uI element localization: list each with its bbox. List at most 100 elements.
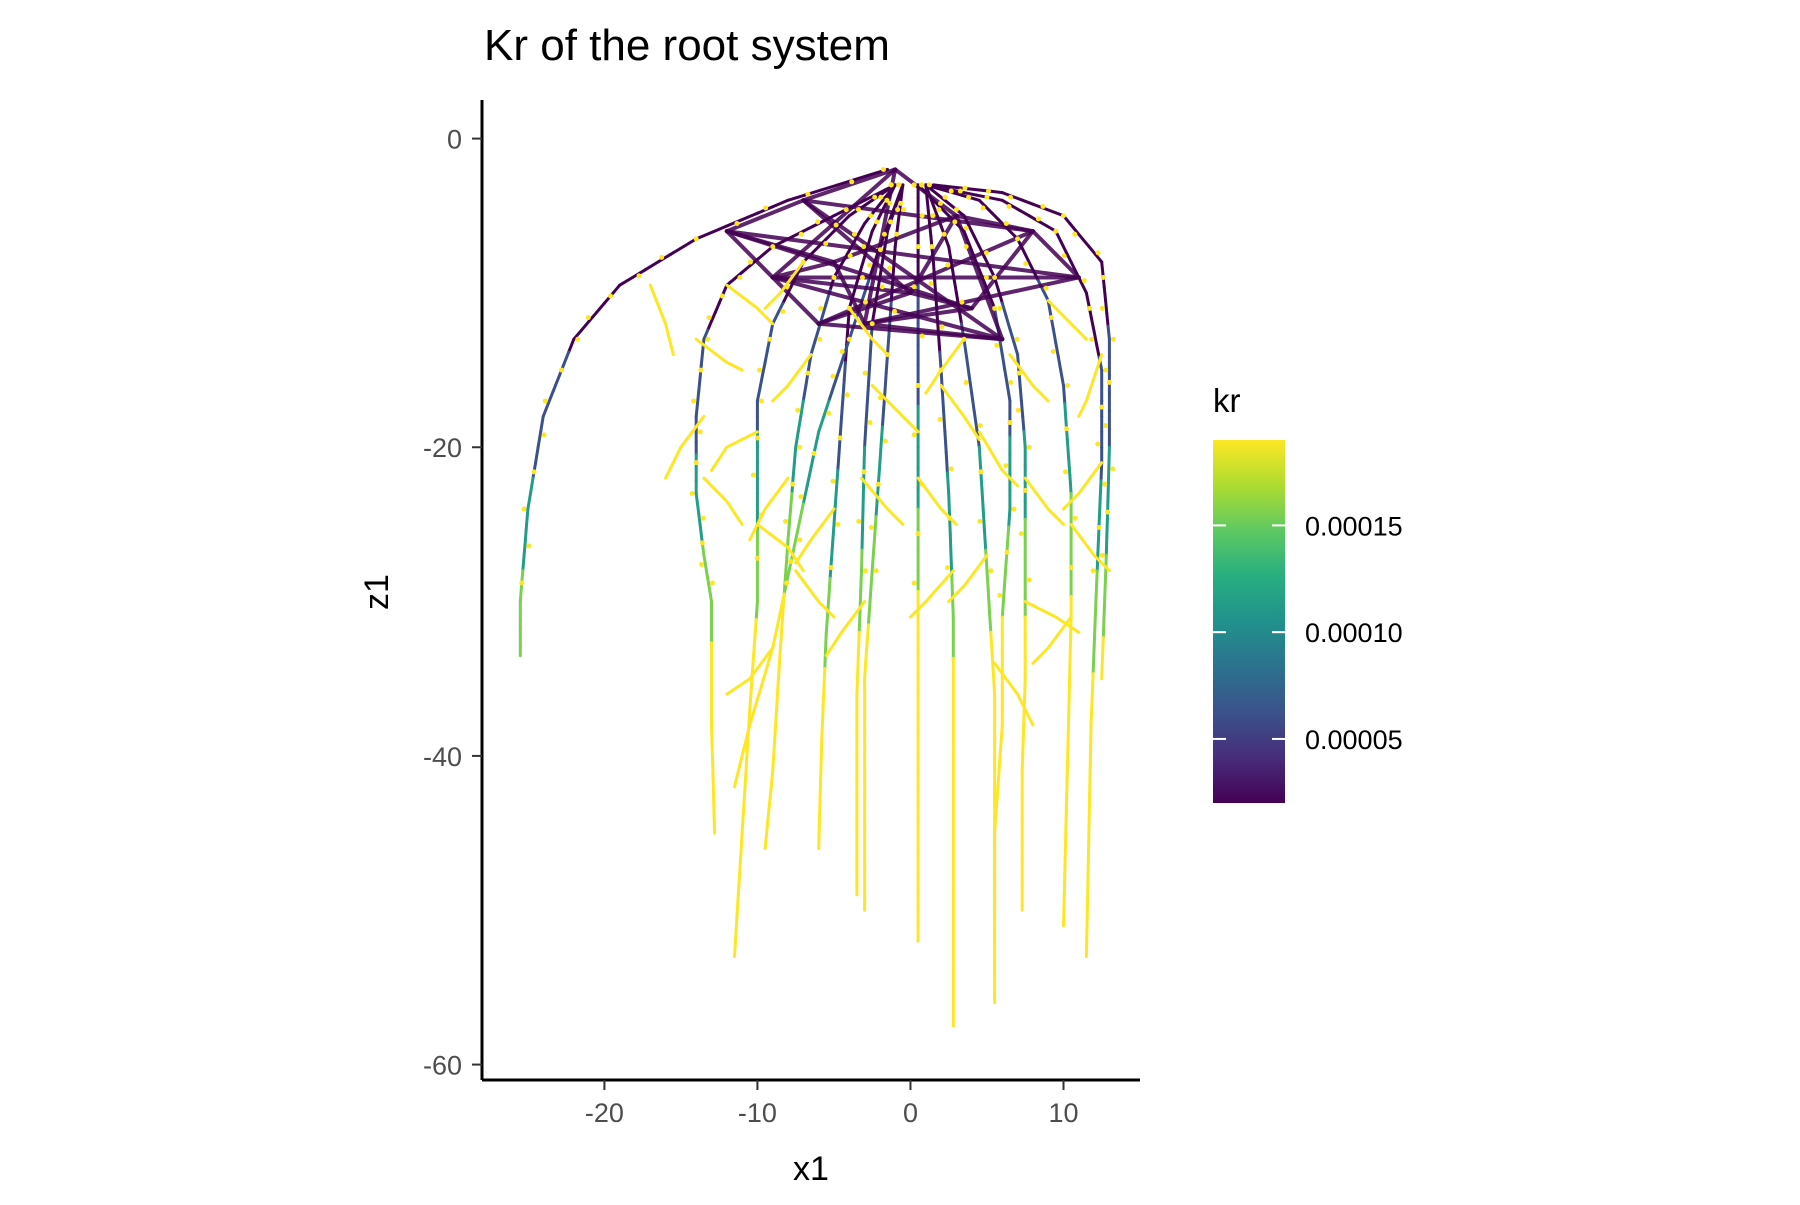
root-segment [1104, 596, 1105, 617]
lateral-dot [575, 337, 580, 342]
lateral-dot [797, 445, 802, 450]
lateral-dot [947, 516, 952, 521]
root-segment [760, 375, 763, 388]
root-segment [823, 303, 827, 316]
x-tick-label: 0 [903, 1098, 918, 1128]
root-segment [763, 362, 766, 375]
legend-tick-label: 0.00010 [1305, 618, 1403, 648]
lateral-dot [878, 247, 883, 252]
lateral-dot [887, 266, 892, 271]
root-segment [1081, 283, 1086, 293]
lateral-dot [896, 182, 901, 187]
lateral-dot [885, 352, 890, 357]
lateral-dot [698, 429, 703, 434]
root-segment [740, 854, 741, 875]
root-segment [844, 362, 845, 380]
root-segment [796, 432, 799, 447]
root-segment [974, 236, 979, 246]
root-segment [1069, 679, 1070, 700]
root-segment [703, 545, 704, 555]
root-segment [800, 504, 804, 522]
lateral-dot [763, 206, 768, 211]
lateral-dot [637, 273, 642, 278]
lateral-dot [767, 337, 772, 342]
root-segment [863, 488, 864, 509]
root-segment [712, 725, 713, 743]
lateral-dot [949, 189, 954, 194]
root-segment [1107, 519, 1108, 537]
lateral-root [727, 285, 773, 324]
root-segment [939, 334, 940, 352]
lateral-dot [962, 337, 967, 342]
root-segment [1070, 476, 1071, 494]
lateral-dot [801, 260, 806, 265]
lateral-dot [848, 253, 853, 258]
lateral-dot [920, 334, 925, 339]
lateral-dot [785, 284, 790, 289]
lateral-root [949, 555, 987, 601]
root-segment [991, 632, 992, 653]
root-segment [858, 653, 859, 674]
root-segment [942, 391, 943, 412]
root-segment [1005, 370, 1008, 385]
lateral-dot [835, 522, 840, 527]
lateral-dot [916, 383, 921, 388]
root-segment [950, 535, 951, 556]
lateral-dot [845, 392, 850, 397]
root-segment [1108, 326, 1109, 339]
lateral-dot [759, 513, 764, 518]
root-segment [862, 530, 863, 551]
lateral-dot [738, 275, 743, 280]
lateral-dot [898, 201, 903, 206]
root-segment [801, 401, 804, 417]
root-segment [793, 463, 794, 478]
root-segment [1028, 260, 1033, 270]
root-segment [874, 535, 875, 553]
root-segment [712, 743, 713, 761]
lateral-dot [805, 192, 810, 197]
root-segment [770, 784, 771, 797]
lateral-dot [939, 368, 944, 373]
lateral-dot [1011, 506, 1016, 511]
root-segment [1002, 599, 1003, 617]
lateral-dot [1006, 204, 1011, 209]
lateral-dot [694, 460, 699, 465]
lateral-dot [964, 380, 969, 385]
lateral-dot [883, 439, 888, 444]
lateral-dot [994, 343, 999, 348]
lateral-dot [940, 324, 945, 329]
root-segment [741, 833, 742, 854]
root-segment [714, 815, 715, 833]
root-segment [756, 602, 757, 620]
root-segment [1066, 252, 1071, 262]
lateral-dot [887, 201, 892, 206]
lateral-dot [1015, 236, 1020, 241]
root-segment [742, 266, 750, 272]
root-segment [777, 612, 781, 630]
y-ticks: 0-20-40-60 [423, 125, 482, 1081]
lateral-dot [847, 306, 852, 311]
lateral-dot [930, 213, 935, 218]
root-segment [770, 324, 773, 337]
root-segment [743, 792, 744, 813]
lateral-dot [936, 207, 941, 212]
root-segment [1009, 509, 1010, 527]
root-segment [520, 586, 521, 602]
root-segment [857, 674, 858, 695]
root-segment [1002, 303, 1006, 316]
lateral-dot [1089, 337, 1094, 342]
root-segment [945, 432, 946, 453]
root-segment [737, 895, 738, 916]
lateral-dot [790, 482, 795, 487]
root-segment [1090, 725, 1091, 764]
lateral-dot [694, 236, 699, 241]
root-segment [807, 468, 811, 486]
root-segment [1067, 771, 1068, 802]
lateral-root [650, 285, 673, 354]
legend-colorbar [1213, 440, 1285, 803]
lateral-dot [1027, 445, 1032, 450]
root-segment [620, 278, 633, 286]
plot-area [519, 167, 1116, 1026]
root-segment [1001, 725, 1002, 743]
lateral-dot [1044, 286, 1049, 291]
